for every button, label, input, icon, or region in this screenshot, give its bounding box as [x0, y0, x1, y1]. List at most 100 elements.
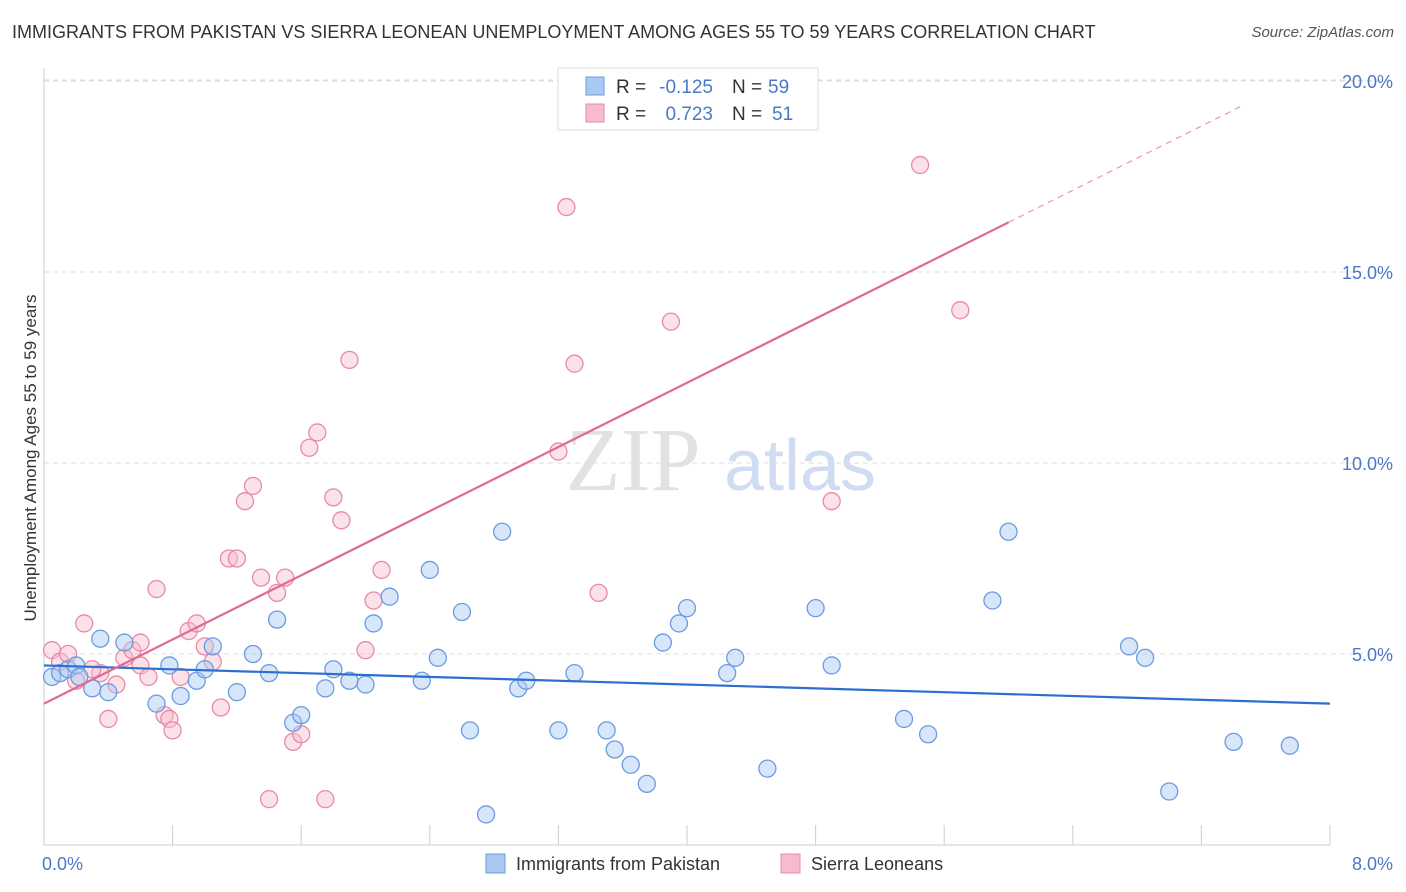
point-sierra [324, 488, 343, 507]
x-tick-label: 8.0% [1352, 854, 1393, 874]
point-pakistan [492, 522, 512, 541]
point-pakistan [1280, 736, 1299, 755]
watermark: ZIP atlas [566, 411, 877, 510]
y-tick-label: 20.0% [1342, 72, 1393, 92]
point-pakistan [894, 709, 914, 729]
point-pakistan [806, 599, 825, 618]
point-pakistan [115, 633, 134, 652]
point-pakistan [380, 587, 399, 606]
legend: R = -0.125 N = 59 R = 0.723 N = 51 [557, 67, 819, 131]
point-sierra [372, 560, 391, 580]
point-pakistan [160, 656, 179, 675]
point-sierra [308, 423, 327, 442]
point-pakistan [1135, 648, 1155, 667]
point-sierra [139, 667, 158, 687]
y-tick-label: 15.0% [1342, 263, 1393, 283]
point-sierra [160, 709, 179, 729]
point-sierra [557, 197, 576, 217]
legend-n-value-pakistan: 59 [768, 77, 789, 98]
point-pakistan [99, 683, 118, 702]
point-pakistan [983, 591, 1002, 610]
x-tick-label: 0.0% [42, 854, 83, 874]
legend-r-value-sierra: 0.723 [665, 104, 713, 125]
point-pakistan [999, 522, 1018, 541]
point-sierra [131, 633, 150, 652]
point-pakistan [460, 721, 480, 740]
legend-swatch-pakistan [585, 76, 605, 96]
point-sierra [589, 583, 608, 603]
point-sierra [549, 442, 568, 461]
trend-line-pakistan [43, 664, 1331, 705]
point-pakistan [420, 560, 439, 580]
point-pakistan [653, 633, 673, 652]
point-sierra [565, 354, 584, 373]
point-pakistan [243, 644, 263, 664]
trend-lines [43, 105, 1331, 705]
legend-n-label-pakistan: N = [732, 77, 762, 98]
point-pakistan [1119, 637, 1139, 656]
point-pakistan [549, 721, 568, 740]
point-pakistan [227, 683, 247, 702]
point-sierra [99, 709, 118, 729]
point-pakistan [267, 610, 287, 629]
point-sierra [356, 641, 375, 660]
watermark-zip: ZIP [566, 411, 701, 510]
point-pakistan [476, 805, 496, 824]
point-pakistan [203, 637, 222, 656]
point-sierra [951, 301, 970, 320]
legend-n-label-sierra: N = [732, 104, 762, 125]
point-pakistan [147, 694, 166, 713]
trend-line-sierra [43, 221, 1009, 705]
point-pakistan [428, 648, 447, 667]
point-pakistan [918, 725, 938, 744]
point-pakistan [316, 679, 335, 698]
y-tick-label: 5.0% [1352, 645, 1393, 665]
legend-r-value-pakistan: -0.125 [659, 77, 713, 98]
bottom-legend-label-pakistan: Immigrants from Pakistan [516, 854, 720, 874]
y-tick-label: 10.0% [1342, 454, 1393, 474]
source-credit: Source: ZipAtlas.com [1251, 24, 1394, 41]
point-sierra [822, 492, 841, 511]
bottom-legend: Immigrants from Pakistan Sierra Leoneans [485, 853, 943, 874]
point-pakistan [1160, 782, 1179, 801]
point-pakistan [605, 740, 624, 759]
series-pakistan [42, 522, 1299, 824]
point-pakistan [758, 759, 777, 778]
y-axis-title: Unemployment Among Ages 55 to 59 years [21, 295, 40, 622]
series-sierra-leoneans [42, 155, 970, 809]
point-sierra [75, 614, 94, 633]
legend-n-value-sierra: 51 [772, 104, 793, 125]
point-sierra [910, 155, 930, 175]
point-sierra [251, 568, 271, 587]
axes [43, 68, 1331, 846]
point-pakistan [91, 629, 110, 648]
trend-line-sierra-extension [1008, 105, 1242, 223]
point-sierra [364, 591, 383, 610]
point-pakistan [364, 614, 383, 633]
point-sierra [300, 438, 319, 457]
point-pakistan [677, 599, 697, 618]
point-sierra [259, 790, 279, 809]
tick-labels: 5.0% 10.0% 15.0% 20.0% 0.0% 8.0% [42, 72, 1393, 874]
point-sierra [316, 790, 335, 809]
point-pakistan [452, 602, 472, 622]
point-sierra [163, 721, 182, 740]
point-sierra [147, 579, 166, 599]
point-pakistan [822, 656, 841, 675]
point-pakistan [718, 663, 737, 683]
point-pakistan [412, 671, 431, 690]
point-pakistan [597, 721, 616, 740]
point-sierra [340, 350, 359, 370]
point-pakistan [171, 686, 190, 706]
point-sierra [235, 492, 255, 511]
chart-title: IMMIGRANTS FROM PAKISTAN VS SIERRA LEONE… [12, 22, 1096, 42]
watermark-atlas: atlas [724, 426, 876, 506]
legend-swatch-sierra [585, 103, 605, 123]
point-pakistan [621, 755, 640, 774]
point-pakistan [637, 774, 656, 794]
bottom-legend-swatch-sierra [780, 853, 801, 874]
point-sierra [332, 511, 351, 530]
point-sierra [227, 549, 247, 568]
point-pakistan [565, 663, 584, 683]
